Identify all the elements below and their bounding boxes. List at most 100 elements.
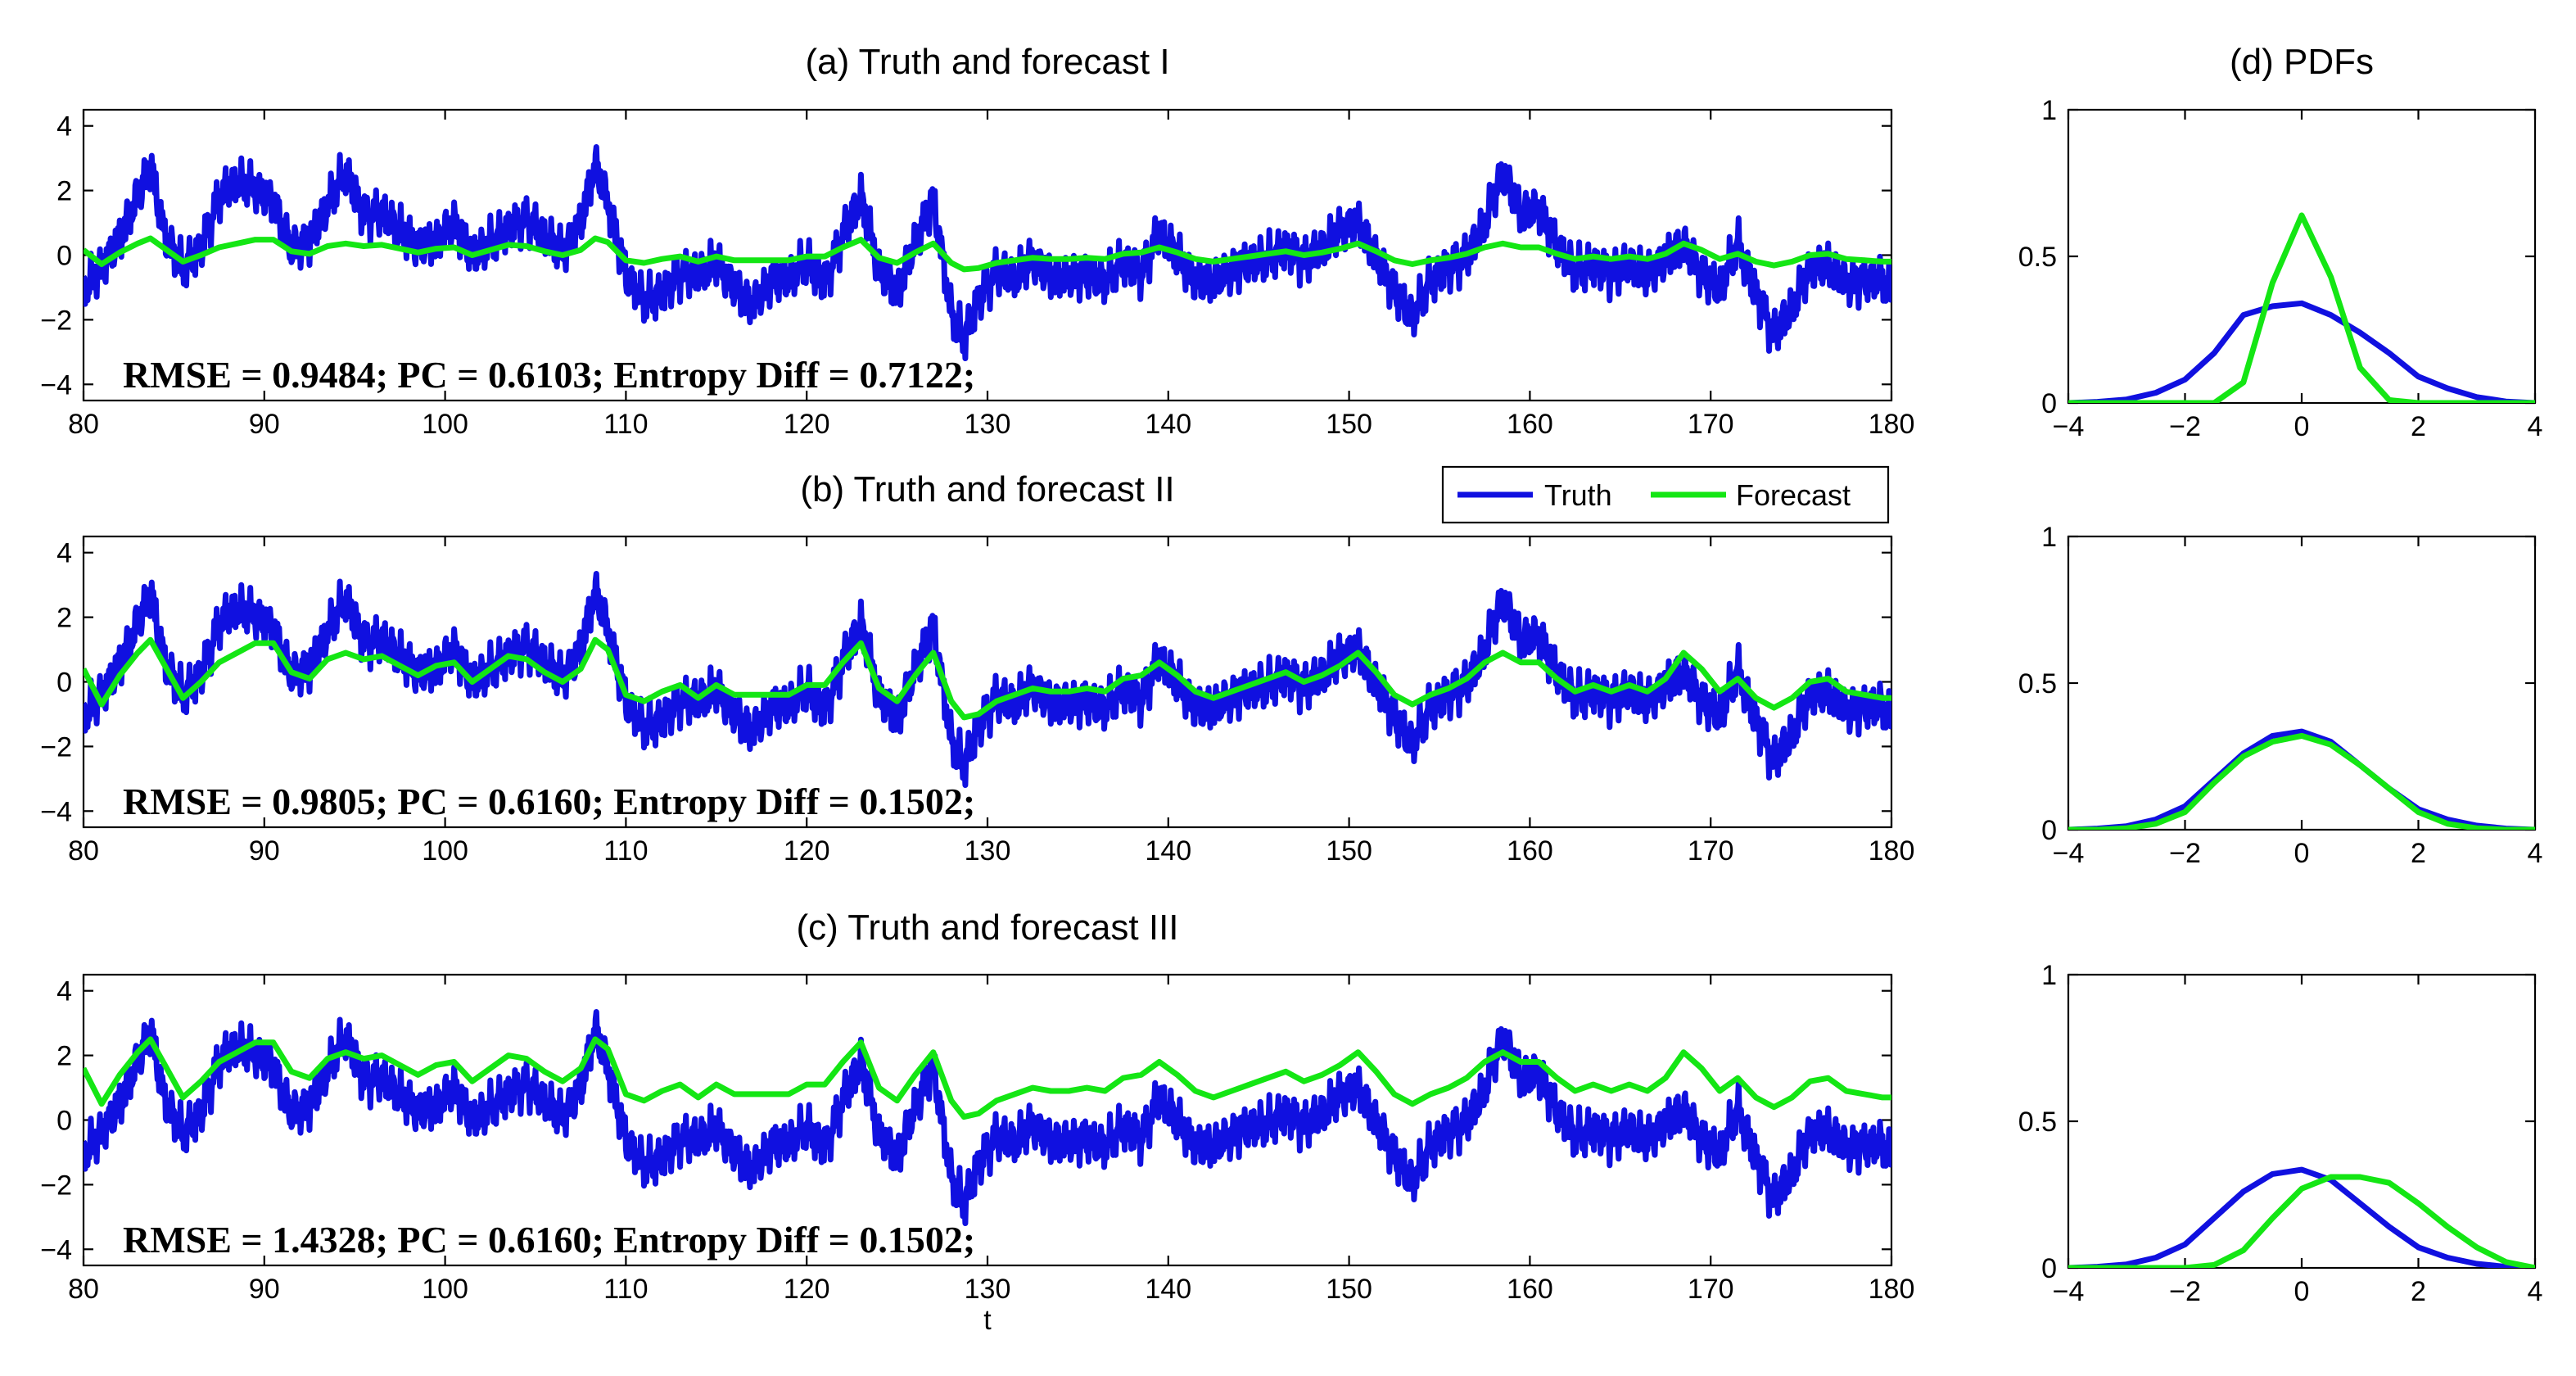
y-tick-label: 0: [2041, 388, 2057, 419]
y-tick-label: 2: [56, 603, 72, 634]
x-tick-label: 0: [2294, 1276, 2310, 1307]
y-tick-label: 0: [56, 1106, 72, 1137]
panel-d2: −4 −2 0 2 4 0 0.5 1: [2018, 522, 2543, 869]
x-tick-label: 100: [422, 409, 468, 440]
y-tick-label: 4: [56, 976, 72, 1007]
x-tick-label: −4: [2053, 411, 2085, 442]
panel-title-d1: (d) PDFs: [2230, 42, 2374, 82]
y-tick-label: 2: [56, 1041, 72, 1072]
y-tick-label: 0.5: [2018, 668, 2057, 699]
x-tick-label: 170: [1688, 409, 1734, 440]
y-tick-label: 4: [56, 111, 72, 143]
stats-annotation-c: RMSE = 1.4328; PC = 0.6160; Entropy Diff…: [123, 1219, 975, 1261]
panel-title-b: (b) Truth and forecast II: [800, 469, 1174, 509]
x-tick-label: 140: [1145, 409, 1191, 440]
x-tick-label: 0: [2294, 838, 2310, 869]
x-tick-label: 130: [965, 409, 1011, 440]
y-tick-label: −4: [40, 369, 72, 401]
x-tick-label: −2: [2169, 838, 2201, 869]
x-tick-label: 150: [1326, 409, 1372, 440]
x-tick-label: 90: [249, 1274, 280, 1305]
x-tick-label: 130: [965, 835, 1011, 867]
x-tick-label: 180: [1869, 409, 1915, 440]
x-tick-label: 80: [68, 1274, 99, 1305]
x-tick-label: 170: [1688, 835, 1734, 867]
y-tick-label: 0: [56, 668, 72, 699]
x-tick-label: −4: [2053, 838, 2085, 869]
x-tick-label: 130: [965, 1274, 1011, 1305]
y-tick-label: 0: [2041, 815, 2057, 846]
x-tick-label: 90: [249, 835, 280, 867]
panel-title-c: (c) Truth and forecast III: [796, 908, 1178, 948]
x-tick-label: 100: [422, 835, 468, 867]
panel-a: 80 90 100 110 120 130 140 150 160 170 180 −4 −2 0 2 4 (a…: [40, 42, 1914, 440]
legend-truth-label: Truth: [1544, 478, 1612, 512]
series-forecast-line: [84, 636, 1891, 721]
series-forecast-line: [84, 1036, 1891, 1120]
x-tick-label: 140: [1145, 835, 1191, 867]
x-tick-label: 80: [68, 409, 99, 440]
panel-d1: −4 −2 0 2 4 0 0.5 1 (d) PDFs: [2018, 42, 2543, 442]
series-truth-line: [84, 1009, 1891, 1226]
y-tick-label: −2: [40, 305, 72, 336]
x-tick-label: −2: [2169, 1276, 2201, 1307]
pdf-forecast-line: [2068, 1174, 2535, 1268]
stats-annotation-b: RMSE = 0.9805; PC = 0.6160; Entropy Diff…: [123, 781, 975, 822]
x-tick-label: 180: [1869, 1274, 1915, 1305]
x-tick-label: 0: [2294, 411, 2310, 442]
stats-annotation-a: RMSE = 0.9484; PC = 0.6103; Entropy Diff…: [123, 354, 975, 396]
series-truth-line: [84, 571, 1891, 788]
series-forecast-line: [84, 235, 1891, 273]
x-tick-label: 160: [1507, 1274, 1553, 1305]
y-tick-label: 1: [2041, 95, 2057, 126]
panel-title-a: (a) Truth and forecast I: [805, 42, 1169, 82]
x-tick-label: 90: [249, 409, 280, 440]
x-tick-label: 2: [2411, 411, 2426, 442]
x-tick-label: −2: [2169, 411, 2201, 442]
y-tick-label: 4: [56, 538, 72, 569]
y-tick-label: 0: [56, 241, 72, 272]
y-tick-label: 1: [2041, 522, 2057, 553]
pdf-truth-line: [2068, 300, 2535, 403]
y-tick-label: −2: [40, 731, 72, 763]
y-tick-label: 0.5: [2018, 242, 2057, 273]
y-tick-label: −4: [40, 1234, 72, 1265]
panel-c: 80 90 100 110 120 130 140 150 160 170 180 −4 −2 0 2 4 (c…: [40, 908, 1914, 1336]
y-tick-label: −2: [40, 1170, 72, 1201]
x-tick-label: 170: [1688, 1274, 1734, 1305]
axes-frame-d1: [2067, 108, 2537, 405]
x-tick-label: 2: [2411, 838, 2426, 869]
y-tick-label: −4: [40, 796, 72, 827]
axes-frame-d2: [2067, 535, 2537, 831]
pdf-forecast-line: [2068, 212, 2535, 403]
y-tick-label: 0: [2041, 1253, 2057, 1284]
x-tick-label: 120: [784, 409, 830, 440]
x-tick-label: 140: [1145, 1274, 1191, 1305]
pdf-truth-line: [2068, 1166, 2535, 1268]
x-tick-label: 180: [1869, 835, 1915, 867]
x-tick-label: 100: [422, 1274, 468, 1305]
x-tick-label: 4: [2528, 411, 2543, 442]
x-tick-label: 110: [603, 1274, 648, 1305]
pdf-truth-line: [2068, 728, 2535, 830]
x-tick-label: 150: [1326, 835, 1372, 867]
x-tick-label: 4: [2528, 1276, 2543, 1307]
x-tick-label: 120: [784, 835, 830, 867]
x-tick-label: 2: [2411, 1276, 2426, 1307]
legend: Truth Forecast: [1441, 465, 1890, 524]
series-truth-line: [84, 144, 1891, 361]
x-tick-label: 150: [1326, 1274, 1372, 1305]
x-tick-label: 160: [1507, 409, 1553, 440]
x-tick-label: 120: [784, 1274, 830, 1305]
x-tick-label: 80: [68, 835, 99, 867]
axes-frame-d3: [2067, 973, 2537, 1270]
legend-forecast-label: Forecast: [1736, 478, 1851, 512]
y-tick-label: 0.5: [2018, 1107, 2057, 1138]
panel-b: 80 90 100 110 120 130 140 150 160 170 180 −4 −2 0 2 4 (b…: [40, 469, 1914, 867]
panel-d3: −4 −2 0 2 4 0 0.5 1: [2018, 960, 2543, 1307]
y-tick-label: 1: [2041, 960, 2057, 991]
x-axis-label: t: [983, 1305, 992, 1336]
x-tick-label: 4: [2528, 838, 2543, 869]
x-tick-label: −4: [2053, 1276, 2085, 1307]
